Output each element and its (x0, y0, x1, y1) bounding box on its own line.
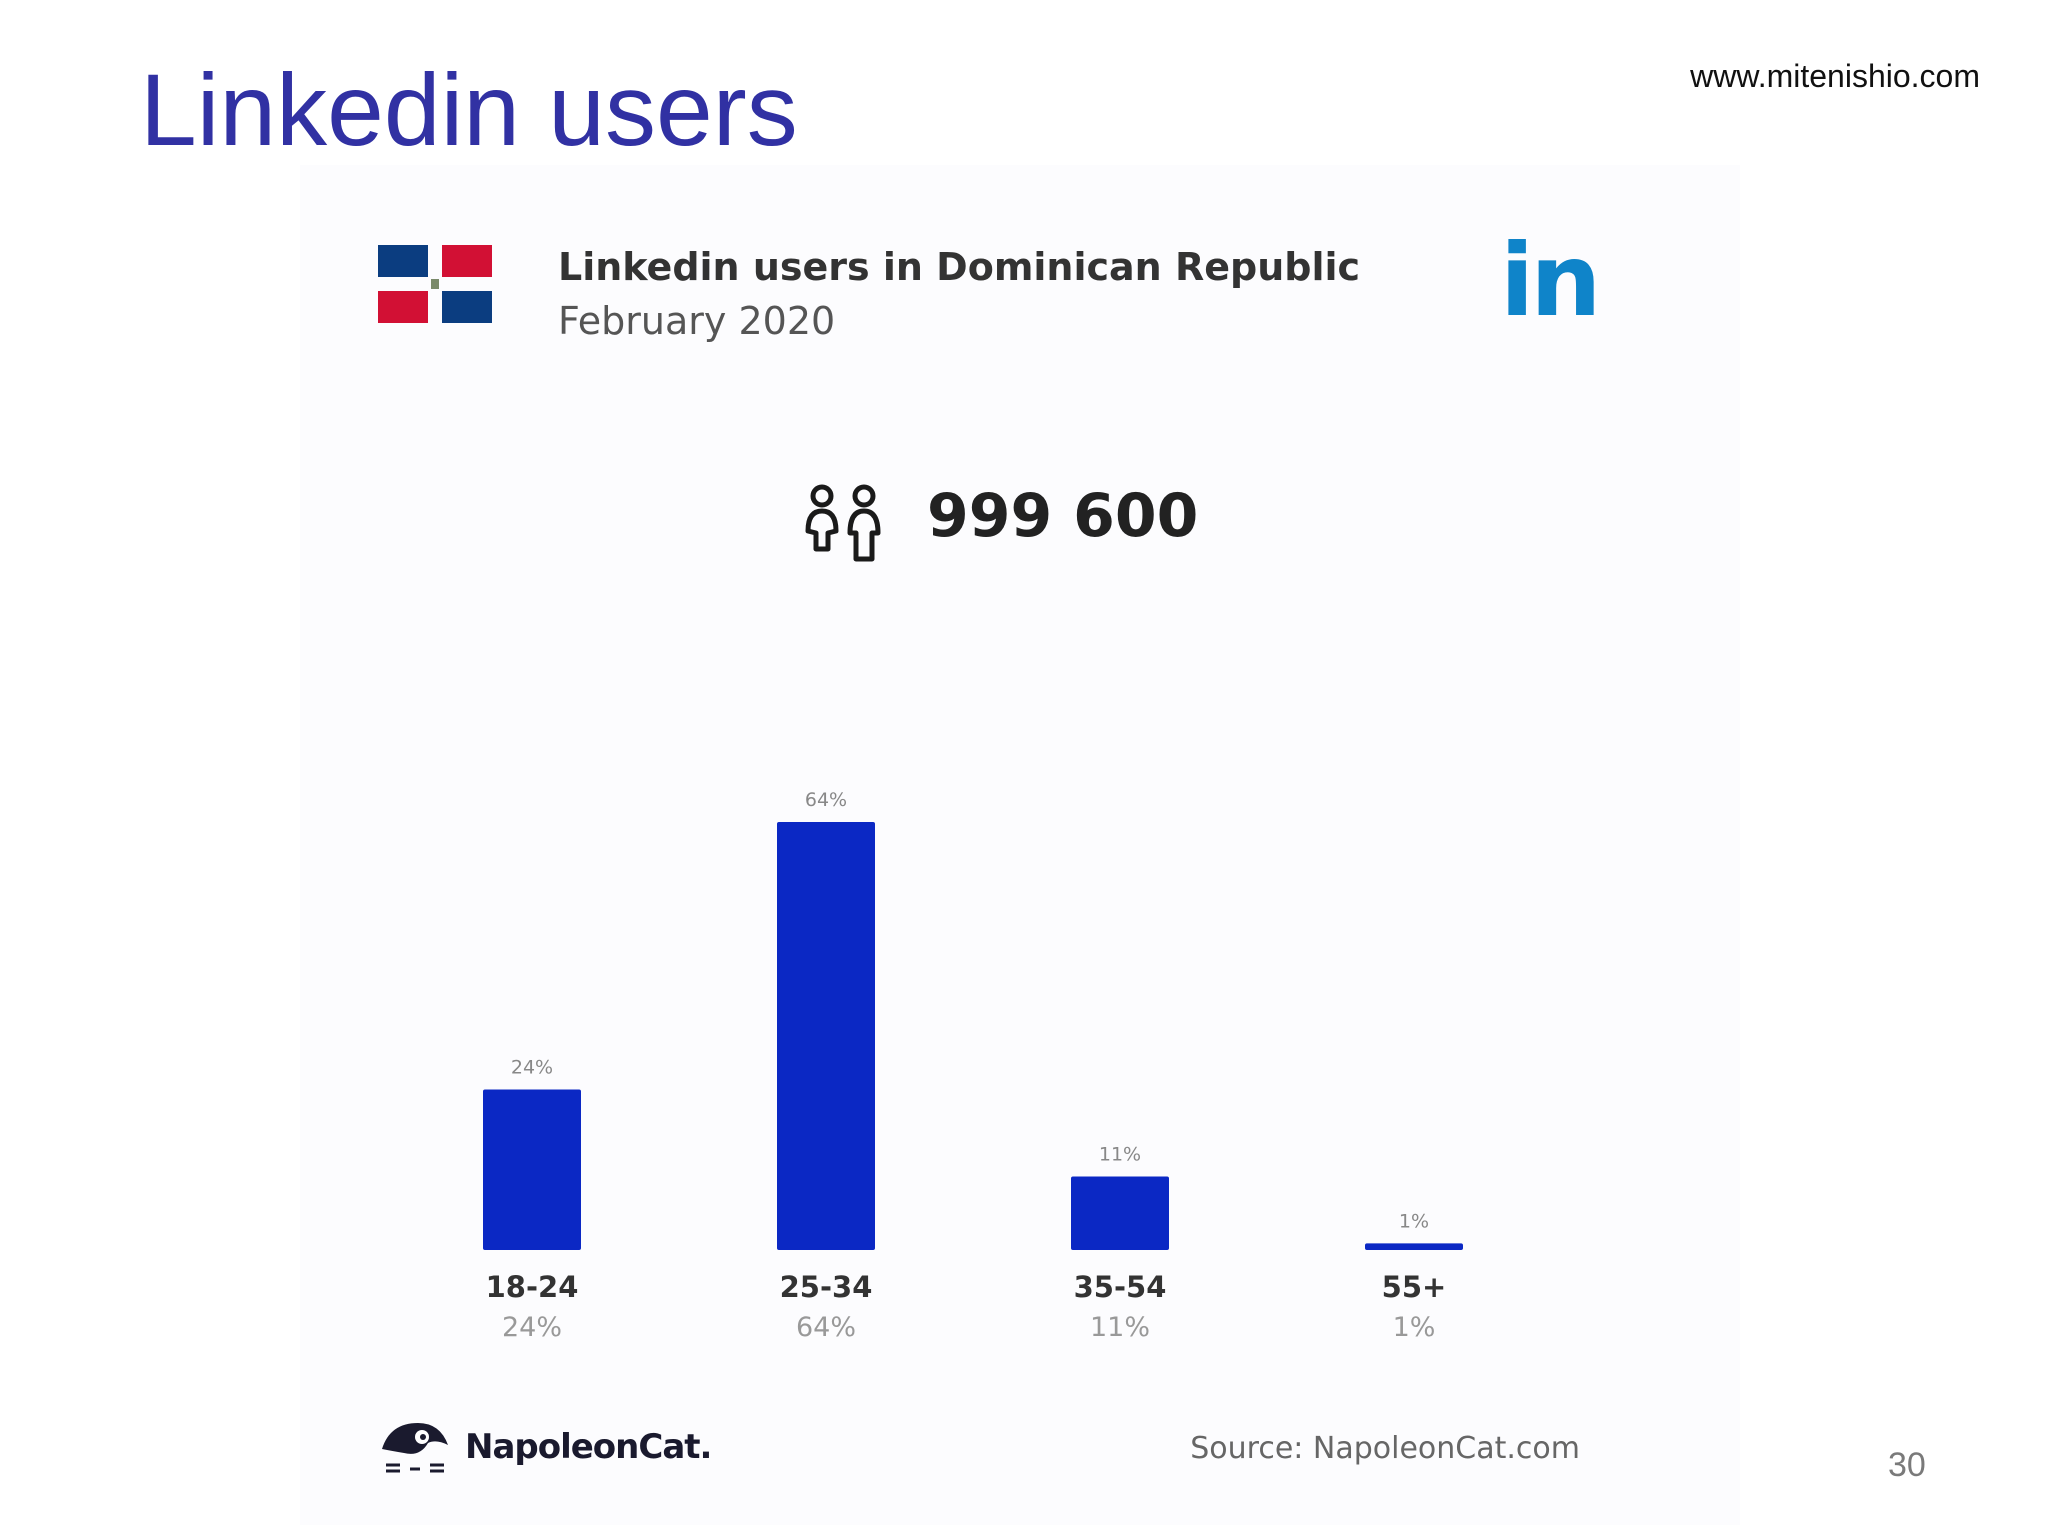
infographic-title: Linkedin users in Dominican Republic (558, 245, 1361, 289)
bar-55+ (1365, 1243, 1463, 1250)
bar-18-24 (483, 1089, 581, 1250)
users-count: 999 600 (927, 481, 1199, 551)
category-label-25-34: 25-34 (780, 1270, 873, 1304)
users-icon (805, 484, 881, 562)
value-label-55+: 1% (1399, 1210, 1429, 1232)
bar-25-34 (777, 822, 875, 1250)
category-sublabel-18-24: 24% (502, 1312, 562, 1343)
category-label-18-24: 18-24 (486, 1270, 579, 1304)
value-label-18-24: 24% (511, 1057, 553, 1079)
category-label-35-54: 35-54 (1074, 1270, 1167, 1304)
category-label-55+: 55+ (1382, 1270, 1447, 1304)
category-sublabel-25-34: 64% (796, 1312, 856, 1343)
dominican-flag-icon (378, 245, 492, 323)
page-number: 30 (1888, 1446, 1926, 1484)
value-label-25-34: 64% (805, 789, 847, 811)
bar-35-54 (1071, 1176, 1169, 1250)
category-sublabel-35-54: 11% (1090, 1312, 1150, 1343)
website-url: www.mitenishio.com (1690, 58, 1980, 94)
value-label-35-54: 11% (1099, 1143, 1141, 1165)
napoleoncat-logo-icon (382, 1423, 448, 1473)
source-label: Source: NapoleonCat.com (1190, 1431, 1580, 1466)
category-sublabel-55+: 1% (1393, 1312, 1436, 1343)
infographic-card: Linkedin users in Dominican Republic Feb… (300, 165, 1740, 1525)
linkedin-icon: in (1500, 222, 1601, 339)
age-distribution-chart: 24% 18-24 24% 64% 25-34 64% 11% 35-54 11% 1% 55+ 1% (483, 789, 1463, 1343)
brand-name: NapoleonCat. (465, 1427, 712, 1467)
infographic-subtitle: February 2020 (558, 299, 836, 343)
slide-title: Linkedin users (140, 53, 798, 167)
